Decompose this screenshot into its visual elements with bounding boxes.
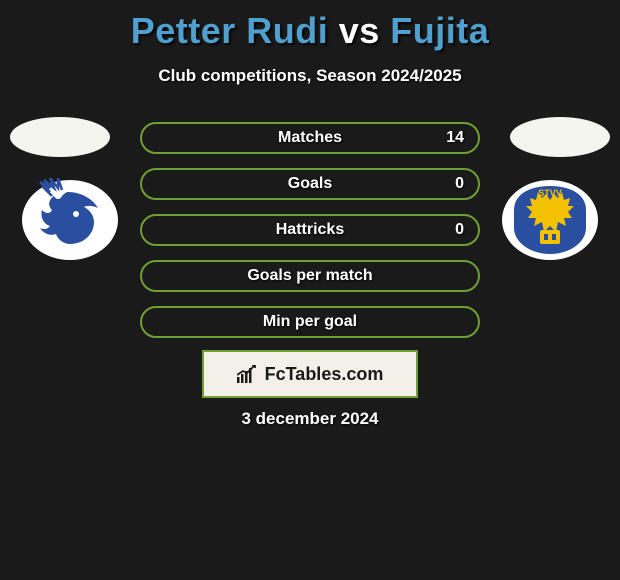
player2-avatar: [510, 117, 610, 157]
stats-table: Matches 14 Goals 0 Hattricks 0 Goals per…: [140, 122, 480, 352]
comparison-title: Petter Rudi vs Fujita: [0, 0, 620, 52]
stat-right-value: 14: [446, 129, 464, 147]
stat-row-matches: Matches 14: [140, 122, 480, 154]
stat-label: Goals per match: [247, 267, 372, 285]
stat-label: Goals: [288, 175, 332, 193]
stat-label: Hattricks: [276, 221, 344, 239]
stat-label: Matches: [278, 129, 342, 147]
stat-row-hattricks: Hattricks 0: [140, 214, 480, 246]
stat-row-goals: Goals 0: [140, 168, 480, 200]
player1-avatar: [10, 117, 110, 157]
club-logo-right: STVV: [500, 178, 600, 262]
player2-name: Fujita: [390, 10, 489, 51]
brand-box[interactable]: FcTables.com: [202, 350, 418, 398]
subtitle: Club competitions, Season 2024/2025: [0, 66, 620, 86]
stat-label: Min per goal: [263, 313, 357, 331]
stat-right-value: 0: [455, 221, 464, 239]
stat-right-value: 0: [455, 175, 464, 193]
date-label: 3 december 2024: [0, 409, 620, 429]
stat-row-goals-per-match: Goals per match: [140, 260, 480, 292]
brand-chart-icon: [237, 365, 259, 383]
vs-text: vs: [339, 10, 380, 51]
player1-name: Petter Rudi: [131, 10, 329, 51]
stat-row-min-per-goal: Min per goal: [140, 306, 480, 338]
brand-label: FcTables.com: [265, 364, 384, 385]
club-logo-left: [20, 178, 120, 262]
svg-text:STVV: STVV: [538, 188, 562, 198]
